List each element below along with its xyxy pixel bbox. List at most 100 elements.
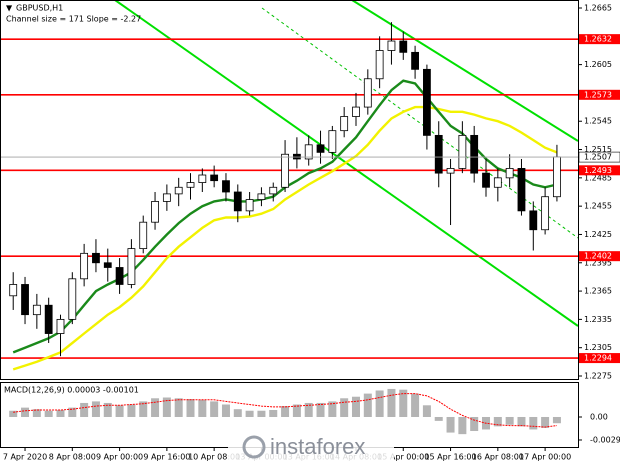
macd-bar [458, 416, 467, 435]
y-tick-label: 1.2395 [584, 258, 612, 267]
macd-bar [80, 402, 89, 417]
macd-bar [446, 416, 455, 433]
macd-signal [13, 393, 557, 428]
candle-body [434, 134, 443, 174]
x-tick-label: 17 Apr 00:00 [519, 453, 571, 462]
macd-title: MACD(12,26,9) 0.00003 -0.00101 [4, 386, 139, 395]
candle-body [103, 262, 112, 268]
x-tick-label: 8 Apr 08:00 [49, 453, 96, 462]
symbol-marker: ▼ [6, 4, 13, 13]
macd-bar [139, 401, 148, 417]
x-tick-label: 9 Apr 16:00 [143, 453, 190, 462]
candle-body [127, 248, 136, 285]
y-tick-label: 1.2665 [584, 4, 612, 13]
candle-body [115, 267, 124, 285]
x-tick-label: 7 Apr 2020 [3, 453, 47, 462]
macd-bar [245, 410, 254, 417]
macd-bar [304, 402, 313, 417]
channel-line [351, 0, 579, 142]
macd-bar [422, 405, 431, 417]
x-tick-label: 15 Apr 16:00 [424, 453, 476, 462]
candle-body [423, 68, 431, 136]
macd-bar [316, 402, 325, 417]
macd-bar [32, 409, 41, 417]
candle-body [151, 201, 159, 223]
macd-bar [340, 398, 349, 417]
macd-bar [552, 416, 561, 424]
macd-bar [68, 407, 77, 417]
candle-body [32, 304, 41, 316]
candle-body [257, 193, 266, 200]
macd-bar [186, 399, 195, 417]
macd-bar [375, 390, 384, 417]
candle-body [222, 180, 230, 193]
macd-bar [198, 399, 207, 417]
level-label-box [579, 34, 620, 45]
y-tick-label: 0.00 [590, 412, 608, 421]
candle-body [363, 78, 372, 108]
candle-body [399, 40, 408, 53]
macd-bar [257, 410, 266, 417]
macd-bar [328, 401, 337, 417]
macd-bar [174, 398, 183, 417]
macd-bar [115, 405, 124, 417]
candle-body [233, 191, 242, 212]
candle-body [198, 174, 207, 183]
candle-body [68, 278, 77, 320]
y-tick-label: 1.2455 [584, 202, 612, 211]
main-layer [0, 22, 578, 371]
level-label: 1.2294 [584, 354, 612, 363]
candle-body [174, 186, 183, 195]
macd-bar [9, 410, 18, 417]
candle-body [44, 304, 53, 334]
candle-body [458, 134, 467, 169]
y-tick-label: 1.2485 [584, 173, 612, 182]
macd-bar [44, 410, 53, 417]
symbol: GBPUSD,H1 [16, 4, 63, 13]
candle-body [210, 174, 219, 182]
macd-bar [151, 398, 160, 417]
last-price-box [578, 151, 620, 163]
macd-bar [56, 409, 65, 417]
x-tick-label: 15 Apr 00:00 [377, 453, 429, 462]
macd-bar [91, 401, 100, 417]
candle-body [80, 252, 89, 280]
watermark: instaforex [228, 430, 394, 465]
moving-average [12, 105, 558, 371]
candle-body [375, 50, 384, 80]
y-tick-label: 1.2425 [584, 230, 612, 239]
candle-body [316, 144, 325, 153]
macd-bar [351, 396, 360, 417]
candle-body [541, 196, 550, 231]
candle-body [281, 153, 289, 188]
y-tick-label: 1.2515 [584, 145, 612, 154]
watermark-text: instaforex [270, 434, 365, 459]
macd-bar [221, 404, 230, 417]
macd-bar [541, 416, 550, 428]
level-label-box [579, 89, 620, 100]
candle-body [505, 168, 514, 179]
level-label-box [579, 251, 620, 262]
macd-bar [470, 416, 479, 432]
macd-bar [411, 393, 420, 417]
y-tick-label: 1.2275 [584, 372, 612, 381]
candle-body [245, 199, 254, 212]
macd-bar [363, 393, 372, 417]
x-tick-label: 9 Apr 00:00 [96, 453, 143, 462]
y-tick-label: 1.2305 [584, 343, 612, 352]
candle-body [482, 172, 490, 188]
level-label: 1.2573 [584, 90, 612, 99]
candle-body [186, 182, 195, 188]
candle-body [553, 156, 561, 198]
macd-bar [103, 402, 112, 417]
subtitle: Channel size = 171 Slope = -2.27 [6, 15, 141, 24]
macd-bar [162, 397, 171, 417]
candle-body [269, 186, 278, 195]
candle-body [9, 284, 18, 297]
level-label: 1.2632 [584, 35, 612, 44]
candle-body [411, 51, 419, 70]
candle-body [387, 40, 396, 51]
